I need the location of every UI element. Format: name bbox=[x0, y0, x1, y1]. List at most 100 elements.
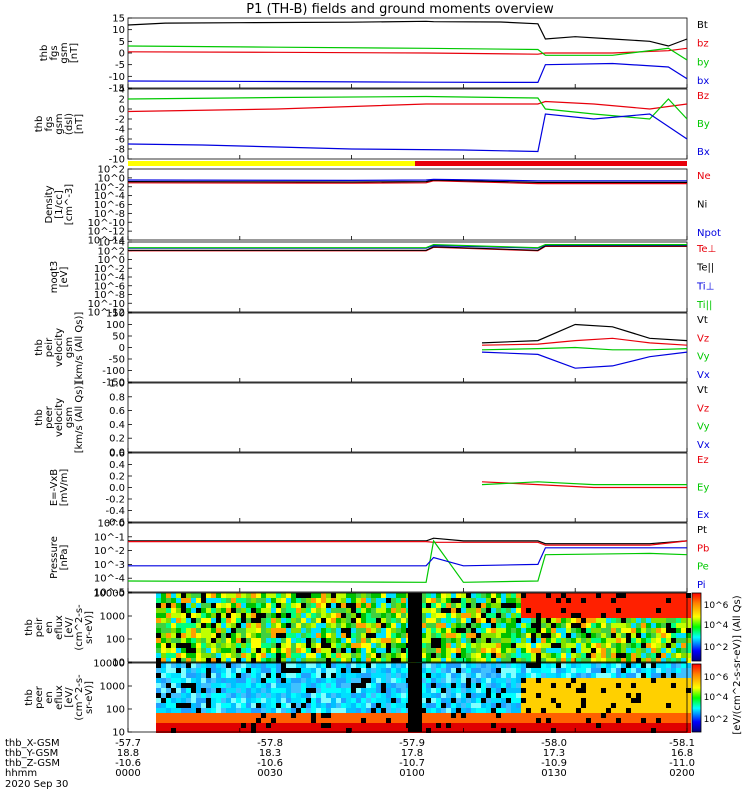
heatmap-cell bbox=[331, 693, 336, 698]
heatmap-cell bbox=[436, 678, 441, 683]
heatmap-cell bbox=[441, 728, 446, 733]
heatmap-cell bbox=[491, 673, 496, 678]
heatmap-cell bbox=[301, 638, 306, 643]
heatmap-cell bbox=[686, 663, 691, 668]
heatmap-cell bbox=[171, 663, 176, 668]
heatmap-cell bbox=[431, 633, 436, 638]
heatmap-cell bbox=[546, 703, 551, 708]
heatmap-cell bbox=[401, 703, 406, 708]
heatmap-cell bbox=[226, 683, 231, 688]
heatmap-cell bbox=[311, 623, 316, 628]
heatmap-cell bbox=[636, 663, 641, 668]
heatmap-cell bbox=[486, 688, 491, 693]
heatmap-cell bbox=[386, 718, 391, 723]
heatmap-cell bbox=[276, 618, 281, 623]
heatmap-cell bbox=[381, 623, 386, 628]
y-axis-label: en bbox=[44, 621, 55, 634]
heatmap-cell bbox=[181, 608, 186, 613]
heatmap-cell bbox=[371, 618, 376, 623]
heatmap-cell bbox=[286, 688, 291, 693]
heatmap-cell bbox=[401, 678, 406, 683]
heatmap-cell bbox=[646, 703, 651, 708]
heatmap-cell bbox=[296, 718, 301, 723]
heatmap-cell bbox=[446, 723, 451, 728]
heatmap-cell bbox=[346, 723, 351, 728]
heatmap-cell bbox=[176, 598, 181, 603]
heatmap-cell bbox=[361, 728, 366, 733]
heatmap-cell bbox=[516, 673, 521, 678]
heatmap-cell bbox=[236, 683, 241, 688]
heatmap-cell bbox=[646, 693, 651, 698]
heatmap-cell bbox=[546, 633, 551, 638]
heatmap-cell bbox=[321, 618, 326, 623]
heatmap-cell bbox=[276, 648, 281, 653]
heatmap-cell bbox=[461, 628, 466, 633]
heatmap-cell bbox=[166, 668, 171, 673]
heatmap-cell bbox=[261, 728, 266, 733]
heatmap-cell bbox=[301, 683, 306, 688]
heatmap-cell bbox=[241, 683, 246, 688]
heatmap-cell bbox=[676, 613, 681, 618]
heatmap-cell bbox=[551, 648, 556, 653]
heatmap-cell bbox=[536, 643, 541, 648]
heatmap-cell bbox=[471, 658, 476, 663]
heatmap-cell bbox=[556, 678, 561, 683]
heatmap-cell bbox=[371, 703, 376, 708]
heatmap-cell bbox=[156, 723, 161, 728]
heatmap-cell bbox=[646, 603, 651, 608]
heatmap-cell bbox=[621, 613, 626, 618]
heatmap-cell bbox=[601, 668, 606, 673]
heatmap-cell bbox=[471, 678, 476, 683]
heatmap-cell bbox=[496, 618, 501, 623]
heatmap-cell bbox=[331, 608, 336, 613]
heatmap-cell bbox=[231, 608, 236, 613]
heatmap-cell bbox=[556, 608, 561, 613]
heatmap-cell bbox=[221, 598, 226, 603]
heatmap-cell bbox=[516, 658, 521, 663]
heatmap-cell bbox=[291, 688, 296, 693]
heatmap-cell bbox=[366, 703, 371, 708]
heatmap-cell bbox=[621, 648, 626, 653]
heatmap-cell bbox=[301, 658, 306, 663]
heatmap-cell bbox=[191, 658, 196, 663]
heatmap-cell bbox=[641, 593, 646, 598]
heatmap-cell bbox=[351, 603, 356, 608]
heatmap-cell bbox=[376, 643, 381, 648]
heatmap-cell bbox=[346, 598, 351, 603]
heatmap-cell bbox=[306, 653, 311, 658]
heatmap-cell bbox=[521, 698, 526, 703]
heatmap-cell bbox=[606, 688, 611, 693]
heatmap-cell bbox=[486, 608, 491, 613]
heatmap-cell bbox=[641, 693, 646, 698]
heatmap-cell bbox=[576, 678, 581, 683]
heatmap-cell bbox=[466, 708, 471, 713]
heatmap-cell bbox=[571, 628, 576, 633]
heatmap-cell bbox=[426, 648, 431, 653]
heatmap-cell bbox=[481, 653, 486, 658]
heatmap-cell bbox=[661, 598, 666, 603]
heatmap-cell bbox=[226, 643, 231, 648]
heatmap-cell bbox=[281, 693, 286, 698]
heatmap-cell bbox=[261, 723, 266, 728]
legend-label: Bx bbox=[697, 147, 710, 158]
heatmap-cell bbox=[471, 648, 476, 653]
heatmap-cell bbox=[506, 648, 511, 653]
heatmap-cell bbox=[161, 643, 166, 648]
heatmap-cell bbox=[651, 658, 656, 663]
heatmap-cell bbox=[181, 653, 186, 658]
heatmap-cell bbox=[666, 678, 671, 683]
heatmap-cell bbox=[211, 613, 216, 618]
heatmap-cell bbox=[166, 623, 171, 628]
heatmap-cell bbox=[536, 603, 541, 608]
heatmap-cell bbox=[466, 618, 471, 623]
heatmap-cell bbox=[616, 728, 621, 733]
y-axis-label: [eV/ bbox=[64, 687, 75, 708]
heatmap-cell bbox=[456, 708, 461, 713]
heatmap-cell bbox=[591, 678, 596, 683]
heatmap-cell bbox=[241, 708, 246, 713]
footer: thb_X-GSM thb_Y-GSM thb_Z-GSM hhmm 2020 … bbox=[5, 738, 695, 790]
heatmap-cell bbox=[156, 673, 161, 678]
y-tick-label: 10^-12 bbox=[88, 308, 125, 319]
heatmap-cell bbox=[231, 648, 236, 653]
heatmap-cell bbox=[616, 703, 621, 708]
